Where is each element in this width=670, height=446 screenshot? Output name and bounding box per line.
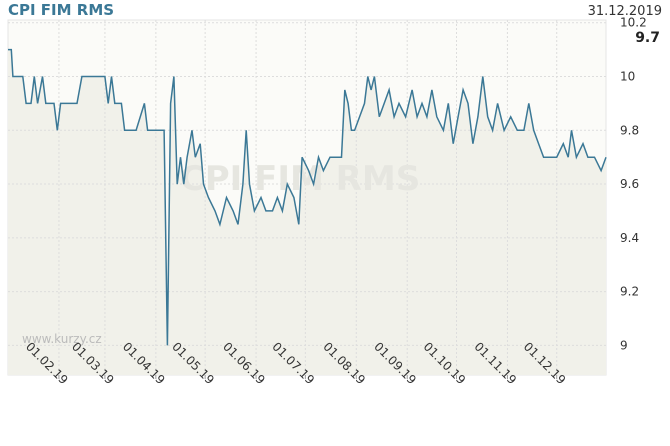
date-label: 31.12.2019 <box>588 4 662 19</box>
y-tick-label: 9 <box>620 338 628 352</box>
y-tick-label: 10 <box>620 69 635 83</box>
y-tick-label: 9.6 <box>620 177 639 191</box>
y-tick-label: 10.2 <box>620 16 647 30</box>
y-tick-label: 9.4 <box>620 231 639 245</box>
last-value: 9.7 <box>635 30 660 46</box>
y-tick-label: 9.2 <box>620 285 639 299</box>
watermark: www.kurzy.cz <box>22 332 102 346</box>
line <box>8 48 607 346</box>
y-tick-label: 9.8 <box>620 123 639 137</box>
chart-title: CPI FIM RMS <box>8 1 114 19</box>
